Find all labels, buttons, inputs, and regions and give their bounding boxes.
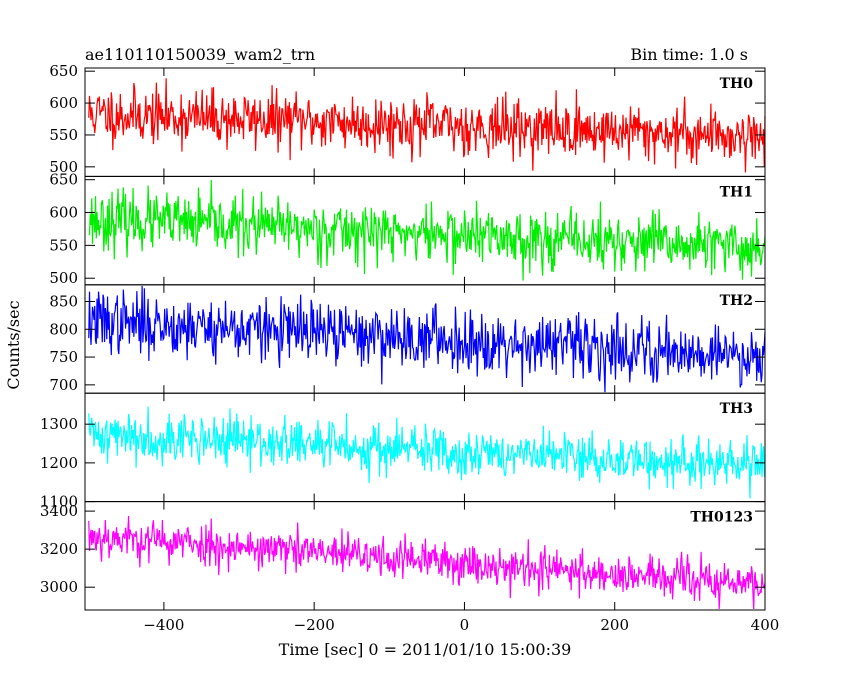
y-tick-label: 700 [49, 376, 78, 394]
series-label-th1: TH1 [720, 184, 753, 200]
y-tick-label: 1300 [40, 415, 78, 433]
y-tick-label: 3200 [40, 540, 78, 558]
y-tick-label: 600 [49, 94, 78, 112]
y-tick-label: 600 [49, 204, 78, 222]
series-label-th0123: TH0123 [690, 510, 753, 526]
chart-title-left: ae110110150039_wam2_trn [85, 45, 315, 64]
x-tick-label: 400 [751, 616, 780, 634]
series-line-th0 [88, 78, 766, 173]
y-tick-label: 500 [49, 158, 78, 176]
panel-frame-th0123 [84, 501, 766, 611]
x-tick-label: 0 [460, 616, 470, 634]
x-tick-label: 200 [600, 616, 629, 634]
y-tick-label: 3400 [40, 502, 78, 520]
series-label-th2: TH2 [720, 293, 753, 309]
y-tick-label: 1200 [40, 454, 78, 472]
series-line-th2 [88, 285, 766, 393]
y-tick-label: 650 [49, 62, 78, 80]
series-label-th3: TH3 [720, 401, 753, 417]
x-tick-label: −200 [294, 616, 335, 634]
y-tick-label: 750 [49, 348, 78, 366]
series-line-th3 [88, 406, 766, 499]
y-tick-label: 800 [49, 320, 78, 338]
series-line-th0123 [88, 515, 766, 610]
y-tick-label: 500 [49, 269, 78, 287]
chart-title-right: Bin time: 1.0 s [630, 45, 748, 64]
y-tick-label: 3000 [40, 578, 78, 596]
y-axis-label: Counts/sec [4, 300, 23, 389]
series-label-th0: TH0 [720, 76, 754, 92]
x-tick-label: −400 [143, 616, 184, 634]
y-tick-label: 550 [49, 236, 78, 254]
y-tick-label: 1100 [40, 493, 78, 511]
y-tick-label: 850 [49, 292, 78, 310]
y-tick-label: 650 [49, 171, 78, 189]
y-tick-label: 550 [49, 126, 78, 144]
series-line-th1 [88, 179, 766, 281]
x-axis-label: Time [sec] 0 = 2011/01/10 15:00:39 [279, 640, 572, 659]
